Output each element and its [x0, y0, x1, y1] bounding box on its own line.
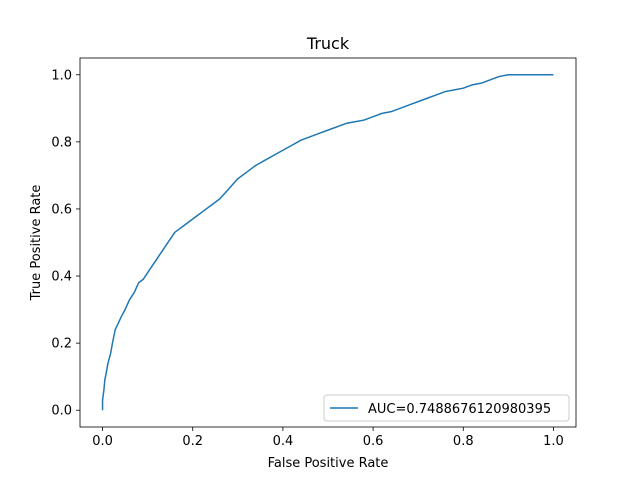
plot-area	[101, 74, 554, 411]
x-tick-label: 0.0	[92, 434, 113, 449]
roc-curve-line	[101, 74, 554, 411]
x-tick-label: 0.4	[273, 434, 294, 449]
y-axis-label: True Positive Rate	[29, 185, 44, 302]
y-tick-label: 0.6	[51, 202, 72, 217]
x-tick-label: 0.8	[453, 434, 474, 449]
chart-title: Truck	[306, 34, 350, 53]
legend-box	[323, 394, 570, 422]
x-tick-label: 0.2	[182, 434, 203, 449]
y-tick-label: 0.8	[51, 135, 72, 150]
legend: AUC=0.7488676120980395	[323, 394, 570, 422]
x-tick-label: 0.6	[363, 434, 384, 449]
x-axis-label: False Positive Rate	[268, 456, 389, 471]
y-tick-label: 0.2	[51, 337, 72, 352]
y-tick-label: 0.0	[51, 404, 72, 419]
y-axis-ticks: 0.0 0.2 0.4 0.6 0.8 1.0	[51, 68, 80, 419]
x-tick-label: 1.0	[543, 434, 564, 449]
y-tick-label: 1.0	[51, 68, 72, 83]
legend-label: AUC=0.7488676120980395	[368, 402, 551, 417]
x-axis-ticks: 0.0 0.2 0.4 0.6 0.8 1.0	[92, 427, 564, 449]
y-tick-label: 0.4	[51, 270, 72, 285]
axes-frame	[79, 57, 577, 428]
